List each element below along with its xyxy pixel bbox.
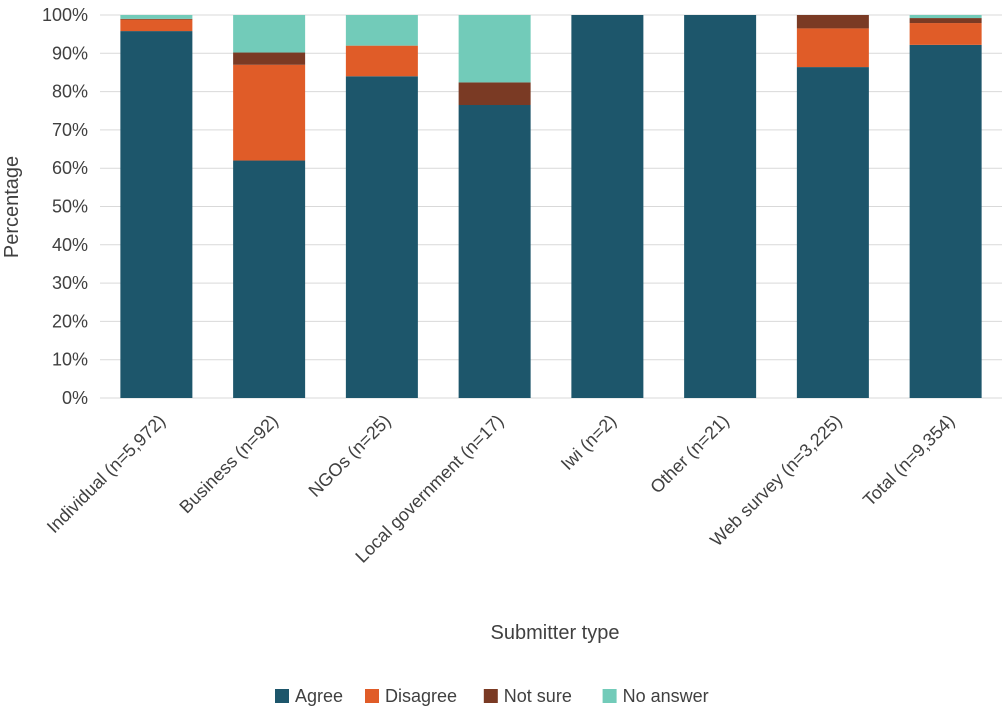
y-tick-label: 50% [52,197,88,217]
y-tick-label: 40% [52,235,88,255]
bar-segment [458,82,531,106]
bar-segment [796,15,869,29]
bar-segment [458,15,531,83]
legend-label: Not sure [504,686,572,706]
y-tick-label: 30% [52,273,88,293]
bar-segment [120,18,193,20]
y-tick-label: 10% [52,350,88,370]
x-axis-title: Submitter type [491,622,620,644]
y-tick-label: 80% [52,82,88,102]
bar-segment [233,64,306,161]
x-tick-label: Business (n=92) [175,411,281,517]
bar-segment [233,160,306,398]
legend-item: Not sure [483,686,572,706]
bar-segment [909,23,982,45]
x-axis-ticks: Individual (n=5,972) Business (n=92) NGOs … [43,411,959,567]
legend-label: Disagree [385,686,457,706]
legend-swatch [483,689,498,703]
bar-segment [684,15,757,398]
x-tick-label: NGOs (n=25) [305,411,395,501]
bar-segment [796,67,869,398]
legend-item: No answer [602,686,709,706]
bar-segment [909,15,982,19]
bars [120,15,982,399]
legend-swatch [275,689,289,703]
bar-segment [345,45,418,77]
legend-item: Disagree [365,686,457,706]
legend-label: Agree [295,686,343,706]
bar-segment [571,15,644,398]
y-tick-label: 70% [52,120,88,140]
x-tick-label: Web survey (n=3,225) [706,411,845,550]
y-tick-label: 20% [52,311,88,331]
y-tick-label: 90% [52,43,88,63]
x-tick-label: Total (n=9,354) [859,411,958,510]
bar-segment [345,76,418,398]
y-tick-label: 0% [62,388,88,408]
x-tick-label: Iwi (n=2) [557,411,620,474]
legend-label: No answer [623,686,709,706]
bar-segment [233,15,306,53]
bar-segment [233,52,306,65]
bar-segment [909,18,982,24]
legend: Agree Disagree Not sure No answer [275,686,709,706]
legend-swatch [365,689,379,703]
bar-segment [458,105,531,398]
x-tick-label: Individual (n=5,972) [43,411,169,537]
bar-segment [345,15,418,46]
x-tick-label: Other (n=21) [646,411,733,498]
bar-segment [796,28,869,68]
y-axis-title: Percentage [1,156,23,258]
y-tick-label: 100% [42,5,88,25]
bar-segment [909,44,982,399]
y-axis-ticks: 0% 10% 20% 30% 40% 50% 60% 70% 80% 90% 100% [42,5,88,408]
legend-swatch [602,689,617,703]
bar-segment [120,31,193,399]
legend-item: Agree [275,686,343,706]
bar-segment [120,19,193,32]
y-tick-label: 60% [52,158,88,178]
bar-segment [120,15,193,19]
